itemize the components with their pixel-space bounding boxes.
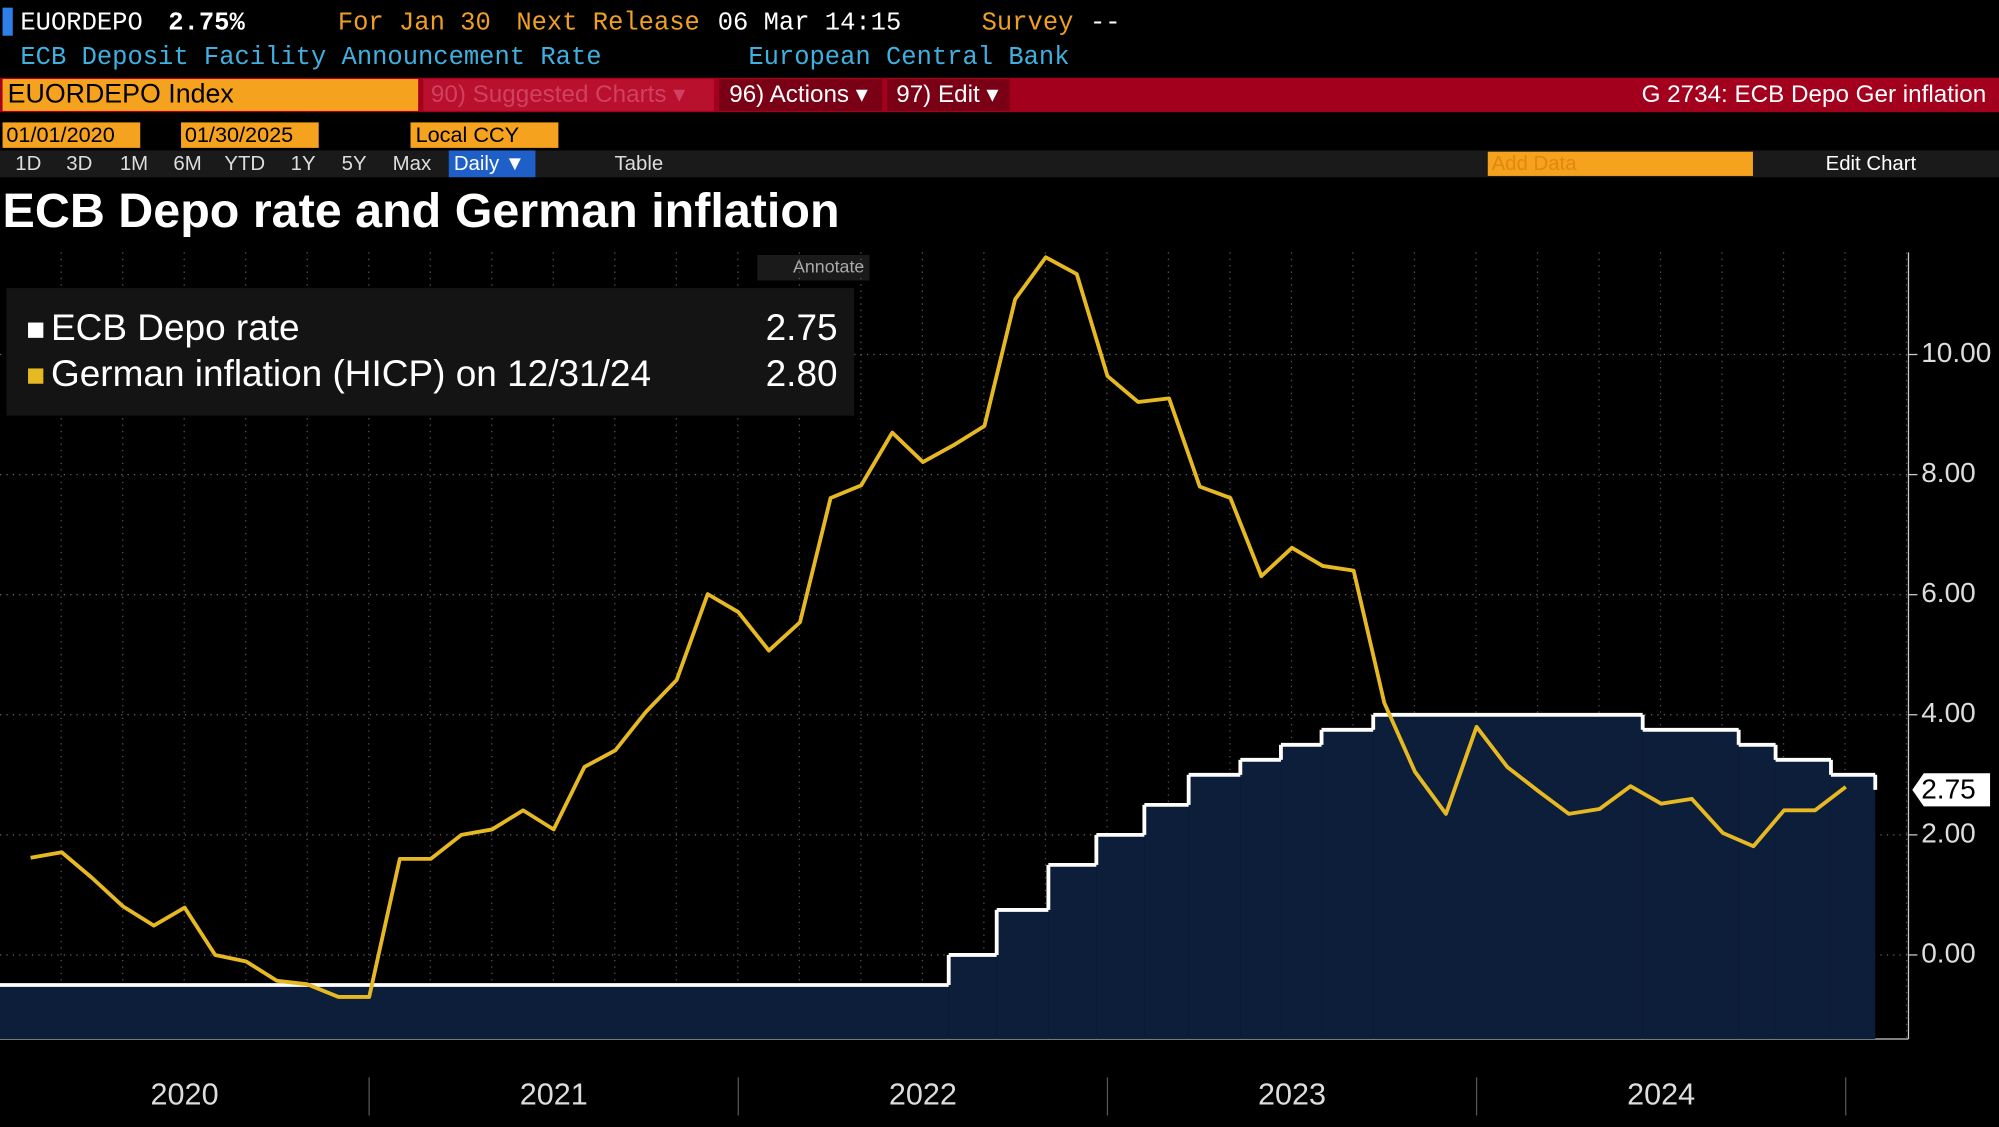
area xyxy=(1280,744,1322,1040)
security-field[interactable] xyxy=(2,79,419,111)
legend-swatch xyxy=(28,322,44,338)
for-date: For Jan 30 xyxy=(338,9,491,38)
period-button[interactable]: 1Y xyxy=(291,153,316,175)
next-release: 06 Mar 14:15 xyxy=(718,9,902,38)
edit-chart[interactable]: Edit Chart xyxy=(1826,153,1917,175)
period-button[interactable]: Max xyxy=(393,153,432,175)
area xyxy=(1321,729,1374,1040)
description: ECB Deposit Facility Announcement Rate xyxy=(20,43,601,72)
source: European Central Bank xyxy=(748,43,1069,72)
survey-label: Survey xyxy=(982,9,1074,38)
x-tick-label: 2020 xyxy=(151,1077,219,1111)
period-button[interactable]: 3D xyxy=(66,153,92,175)
table-button[interactable]: Table xyxy=(614,153,663,175)
last-value: 2.75% xyxy=(168,9,245,38)
annotate[interactable]: Annotate xyxy=(793,256,864,276)
currency-field[interactable] xyxy=(410,122,559,148)
y-tick-label: 6.00 xyxy=(1921,577,1976,608)
next-release-label: Next Release xyxy=(516,9,700,38)
add-data-field[interactable] xyxy=(1487,151,1753,176)
x-tick-label: 2022 xyxy=(889,1077,957,1111)
x-tick-label: 2023 xyxy=(1258,1077,1326,1111)
x-tick-label: 2024 xyxy=(1627,1077,1695,1111)
ticker: EUORDEPO xyxy=(20,9,142,38)
area xyxy=(1642,729,1739,1040)
y-tick-label: 10.00 xyxy=(1921,337,1991,368)
legend-value: 2.80 xyxy=(766,353,838,394)
chart-id[interactable]: G 2734: ECB Depo Ger inflation xyxy=(1642,81,1987,108)
area xyxy=(0,984,949,1040)
legend-value: 2.75 xyxy=(766,307,838,348)
area xyxy=(1373,714,1643,1040)
value-tag xyxy=(1912,773,1991,807)
y-tick-label: 4.00 xyxy=(1921,697,1976,728)
menu-edit[interactable]: 97) Edit ▾ xyxy=(896,81,998,108)
y-tick-label: 2.00 xyxy=(1921,817,1976,848)
area xyxy=(1775,759,1831,1040)
period-button[interactable]: 5Y xyxy=(342,153,367,175)
edit-button[interactable] xyxy=(887,79,1010,111)
legend-label: German inflation (HICP) on 12/31/24 xyxy=(51,353,651,394)
area xyxy=(1096,834,1145,1040)
add-data[interactable]: Add Data xyxy=(1492,153,1578,175)
end-date-field[interactable] xyxy=(181,122,319,148)
value-tag-label: 2.75 xyxy=(1921,774,1976,805)
annotate-button[interactable] xyxy=(757,254,870,281)
actions-button[interactable] xyxy=(719,79,883,111)
area xyxy=(948,954,997,1040)
currency[interactable]: Local CCY xyxy=(416,122,520,147)
ticker-flag xyxy=(2,7,13,36)
frequency[interactable]: Daily ▼ xyxy=(454,153,525,175)
period-button[interactable]: 1D xyxy=(15,153,41,175)
survey: -- xyxy=(1090,9,1121,38)
period-button[interactable]: 6M xyxy=(173,153,201,175)
end-date[interactable]: 01/30/2025 xyxy=(185,122,293,147)
area xyxy=(1048,864,1097,1040)
start-date[interactable]: 01/01/2020 xyxy=(6,122,114,147)
legend-swatch xyxy=(28,368,44,384)
y-tick-label: 0.00 xyxy=(1921,937,1976,968)
plot: 0.00 2.00 4.00 6.00 8.00 10.00 2020 2021 2022 202… xyxy=(0,252,1991,1116)
legend-label: ECB Depo rate xyxy=(51,307,300,348)
area xyxy=(1738,744,1776,1040)
suggested-button[interactable] xyxy=(423,79,714,111)
x-tick-label: 2021 xyxy=(520,1077,588,1111)
area xyxy=(1188,774,1241,1040)
y-tick-label: 8.00 xyxy=(1921,457,1976,488)
area xyxy=(1144,804,1189,1040)
period-buttons: 1D 3D 1M 6M YTD 1Y 5Y Max xyxy=(15,153,431,175)
period-button[interactable]: YTD xyxy=(224,153,265,175)
line xyxy=(30,255,1847,999)
menu-suggested[interactable]: 90) Suggested Charts ▾ xyxy=(431,81,685,108)
start-date-field[interactable] xyxy=(2,122,141,148)
security[interactable]: EUORDEPO Index xyxy=(8,79,235,109)
legend-box xyxy=(6,288,855,416)
period-button[interactable]: 1M xyxy=(120,153,148,175)
area xyxy=(1240,759,1281,1040)
frequency-button[interactable] xyxy=(448,150,536,178)
menu-actions[interactable]: 96) Actions ▾ xyxy=(729,81,868,108)
area xyxy=(1830,774,1876,1040)
chart-title: ECB Depo rate and German inflation xyxy=(3,184,840,238)
area xyxy=(996,909,1049,1040)
